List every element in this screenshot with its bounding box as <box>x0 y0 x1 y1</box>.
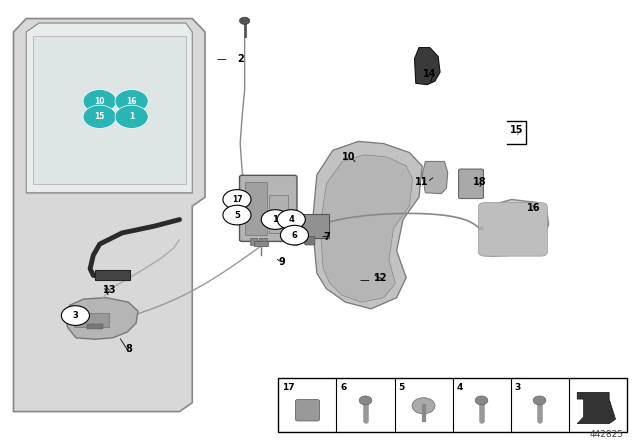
Circle shape <box>261 210 289 229</box>
Text: 6: 6 <box>340 383 347 392</box>
Text: 2: 2 <box>237 54 244 64</box>
Text: 7: 7 <box>323 232 330 241</box>
Circle shape <box>277 210 305 229</box>
Text: 5: 5 <box>234 211 240 220</box>
Text: —: — <box>216 54 226 64</box>
Circle shape <box>61 306 90 325</box>
Circle shape <box>115 90 148 113</box>
Circle shape <box>115 105 148 129</box>
Circle shape <box>412 398 435 414</box>
Circle shape <box>280 225 308 245</box>
Bar <box>74 313 109 327</box>
Text: 11: 11 <box>415 177 429 186</box>
Text: 1: 1 <box>129 112 134 121</box>
Polygon shape <box>26 23 192 193</box>
FancyBboxPatch shape <box>296 400 319 421</box>
Polygon shape <box>65 297 138 339</box>
Circle shape <box>239 17 250 24</box>
FancyBboxPatch shape <box>239 175 297 241</box>
Polygon shape <box>33 36 186 184</box>
Polygon shape <box>312 142 422 309</box>
Text: 4: 4 <box>456 383 463 392</box>
Circle shape <box>533 396 546 405</box>
Circle shape <box>475 396 488 405</box>
Text: 18: 18 <box>473 177 486 186</box>
Polygon shape <box>415 47 440 85</box>
Text: 1: 1 <box>273 215 278 224</box>
Text: 13: 13 <box>102 285 116 295</box>
Bar <box>253 241 268 246</box>
Text: 17: 17 <box>232 195 243 204</box>
Polygon shape <box>577 392 616 424</box>
Bar <box>95 270 131 280</box>
Text: 15: 15 <box>95 112 105 121</box>
FancyBboxPatch shape <box>459 169 483 198</box>
Bar <box>87 324 103 329</box>
Polygon shape <box>479 199 548 256</box>
Text: 16: 16 <box>126 97 137 106</box>
Text: 17: 17 <box>282 383 295 392</box>
Circle shape <box>83 90 116 113</box>
Text: 15: 15 <box>510 125 524 135</box>
Text: 442825: 442825 <box>589 430 623 439</box>
Polygon shape <box>13 18 205 412</box>
FancyBboxPatch shape <box>478 202 547 256</box>
Circle shape <box>83 105 116 129</box>
Polygon shape <box>422 161 448 194</box>
Bar <box>278 378 627 432</box>
Bar <box>250 238 257 245</box>
Circle shape <box>223 190 251 209</box>
Bar <box>269 195 288 233</box>
Text: 3: 3 <box>515 383 520 392</box>
Text: 3: 3 <box>72 311 78 320</box>
Bar <box>244 181 267 235</box>
FancyBboxPatch shape <box>305 237 315 245</box>
Text: 16: 16 <box>527 203 541 213</box>
Text: 9: 9 <box>278 257 285 267</box>
Text: 4: 4 <box>289 215 294 224</box>
Text: 5: 5 <box>398 383 404 392</box>
Text: 14: 14 <box>423 69 436 79</box>
Bar <box>302 214 329 238</box>
Circle shape <box>223 205 251 225</box>
Bar <box>259 238 267 245</box>
Text: —: — <box>360 275 369 285</box>
Text: 6: 6 <box>291 231 298 240</box>
Polygon shape <box>320 155 413 302</box>
Text: 8: 8 <box>125 344 132 354</box>
Circle shape <box>359 396 372 405</box>
Text: 12: 12 <box>374 273 387 284</box>
Text: 10: 10 <box>95 97 105 106</box>
Text: 10: 10 <box>342 152 355 162</box>
